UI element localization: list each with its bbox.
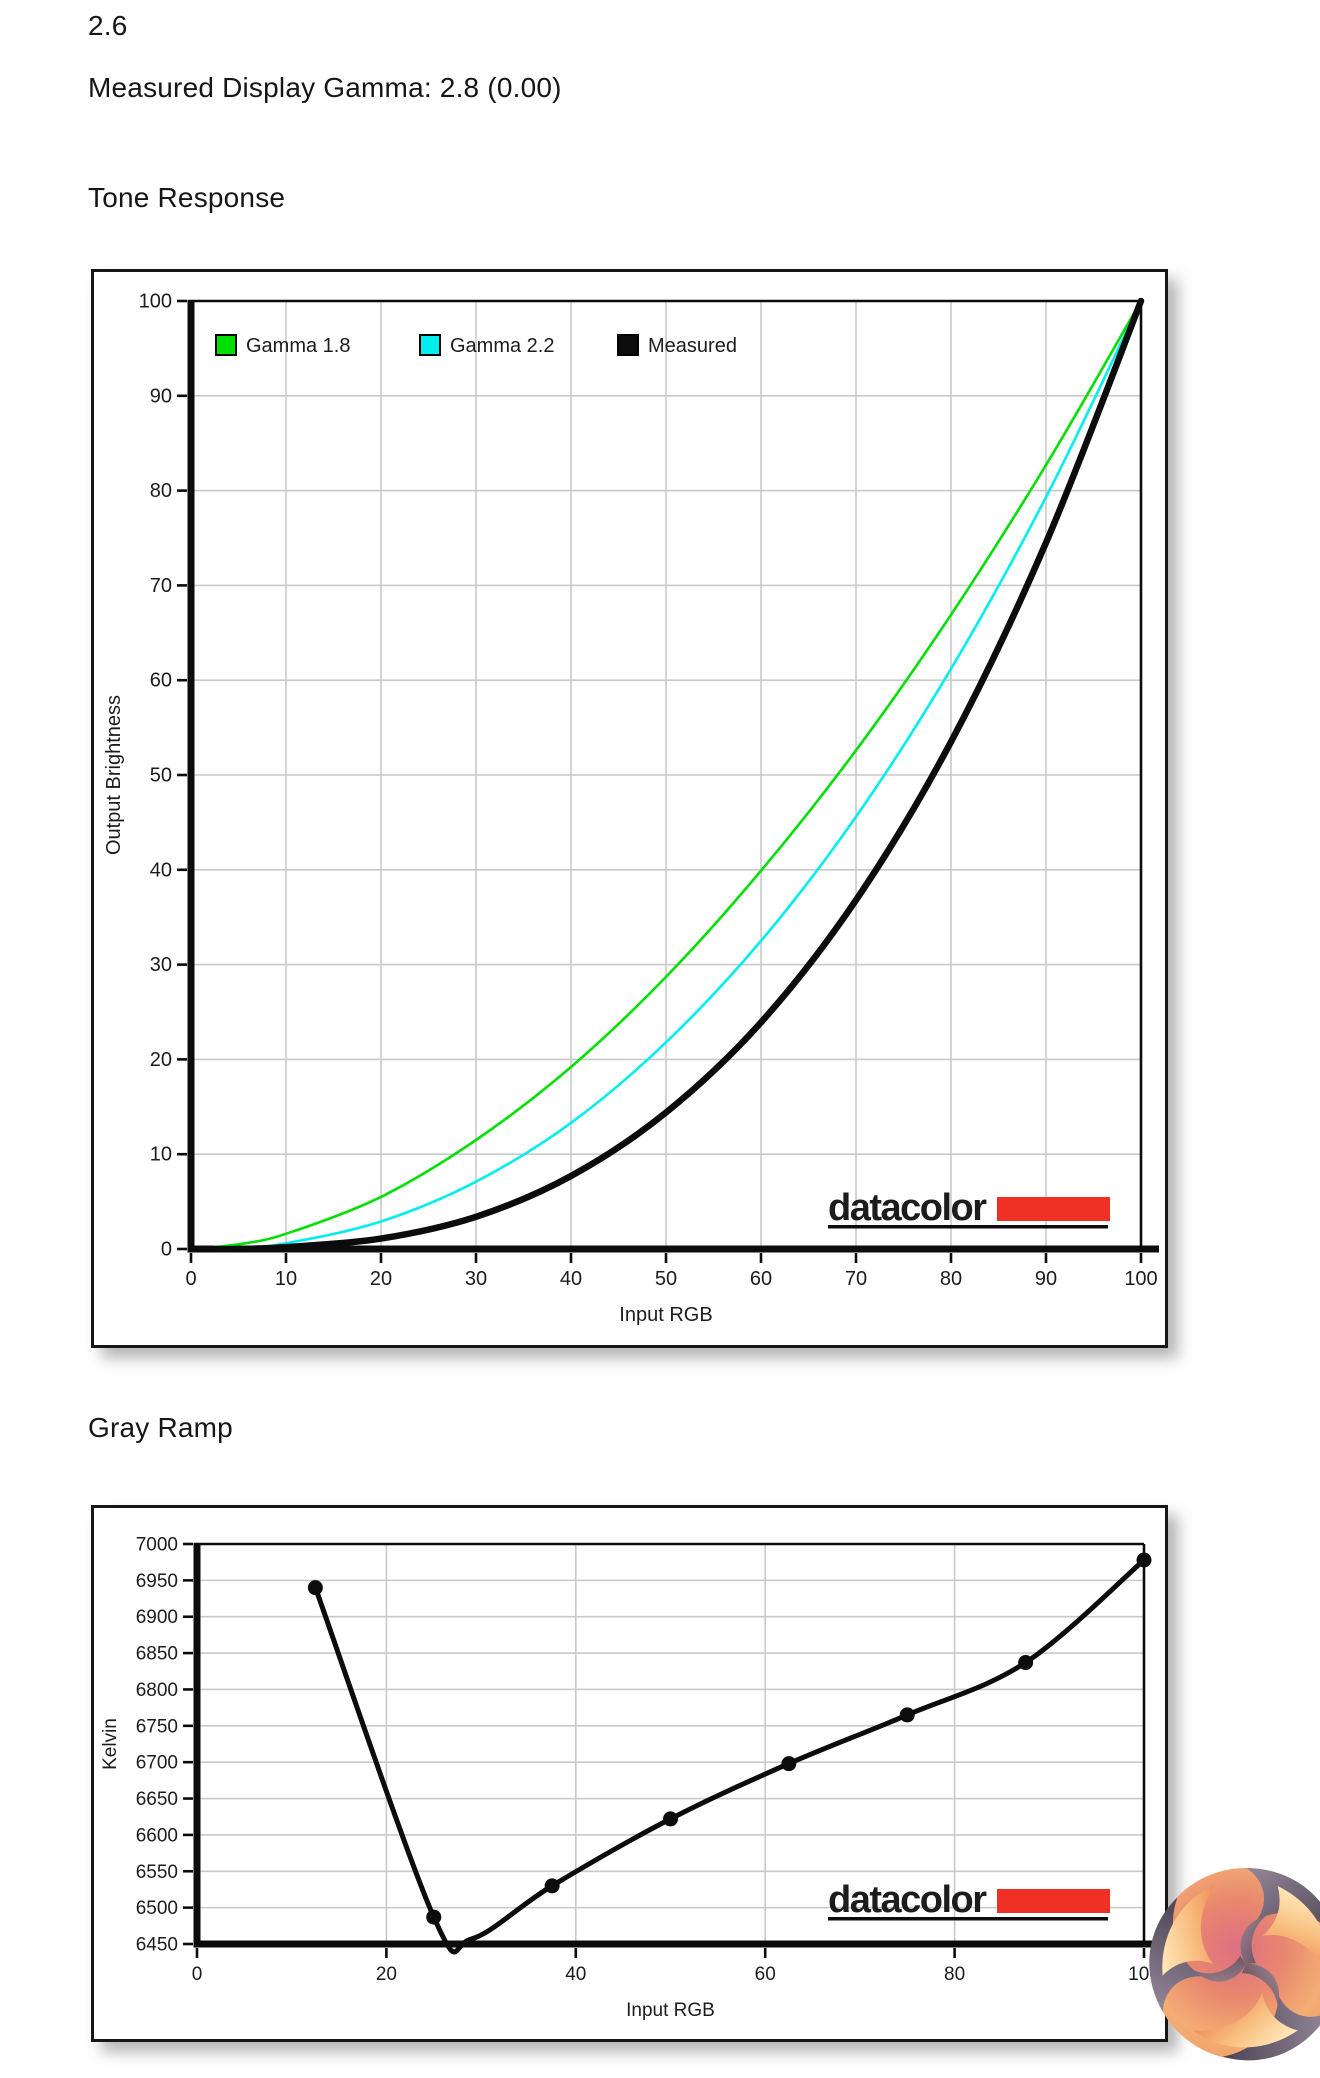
datacolor-logo: datacolor — [828, 1187, 1110, 1229]
data-point-marker — [899, 1707, 915, 1723]
legend-swatch-1 — [215, 334, 237, 356]
legend-swatch-3 — [617, 334, 639, 356]
y-tick-label: 6800 — [136, 1680, 178, 1701]
datacolor-logo-red-bar — [997, 1197, 1110, 1221]
tone-response-chart: 0 10 20 30 40 50 60 70 80 90 100 0 10 20 30 40 50 60 70 80 9… — [91, 269, 1168, 1348]
y-tick-label: 7000 — [136, 1535, 178, 1556]
x-tick-label: 70 — [845, 1268, 867, 1290]
y-tick-label: 50 — [150, 765, 172, 787]
x-tick-label: 40 — [560, 1268, 582, 1290]
x-tick-label: 80 — [944, 1964, 965, 1985]
kitguru-logo-light-swirls — [1162, 1884, 1320, 2048]
y-tick-label: 6500 — [136, 1898, 178, 1919]
axis-ticks — [177, 299, 1143, 1263]
x-tick-label: 60 — [755, 1964, 776, 1985]
x-tick-label: 10 — [275, 1268, 297, 1290]
y-tick-label: 6900 — [136, 1607, 178, 1628]
y-tick-label: 90 — [150, 385, 172, 407]
y-tick-label: 60 — [150, 670, 172, 692]
series-line-measured — [187, 297, 1145, 1253]
gridlines — [191, 301, 1141, 1249]
tone-response-plot: 0 10 20 30 40 50 60 70 80 90 100 0 10 20 30 40 50 60 70 80 9… — [103, 291, 1159, 1326]
datacolor-logo-underline — [828, 1225, 1108, 1229]
datacolor-logo-text: datacolor — [828, 1187, 987, 1229]
data-point-marker — [663, 1811, 678, 1827]
x-tick-label: 100 — [1124, 1268, 1157, 1290]
legend: Gamma 1.8 Gamma 2.2 Measured — [215, 334, 737, 357]
data-point-marker — [781, 1756, 797, 1772]
x-tick-label: 0 — [185, 1268, 196, 1290]
y-tick-label: 6450 — [136, 1935, 178, 1956]
x-tick-label: 80 — [940, 1268, 962, 1290]
page-value-2-6: 2.6 — [88, 10, 128, 41]
data-point-marker — [426, 1909, 442, 1925]
data-point-marker — [1136, 1552, 1152, 1568]
x-tick-label: 60 — [750, 1268, 772, 1290]
y-tick-label: 70 — [150, 575, 172, 597]
x-tick-label: 90 — [1035, 1268, 1057, 1290]
datacolor-logo-underline — [828, 1917, 1108, 1921]
axis-ticks — [183, 1542, 1146, 1958]
x-tick-label: 30 — [465, 1268, 487, 1290]
series-line-gamma-2-2 — [189, 299, 1143, 1251]
x-tick-label: 20 — [376, 1964, 397, 1985]
gridlines — [197, 1544, 1144, 1944]
y-tick-label: 6750 — [136, 1716, 178, 1737]
y-tick-label: 6550 — [136, 1862, 178, 1883]
x-axis-title: Input RGB — [619, 1304, 712, 1326]
legend-label-3: Measured — [648, 335, 737, 357]
y-tick-label: 100 — [139, 291, 172, 313]
datacolor-logo-text: datacolor — [828, 1879, 987, 1921]
kitguru-logo-center-hooks — [1194, 1916, 1279, 2006]
legend-label-2: Gamma 2.2 — [450, 335, 554, 357]
data-point-marker — [307, 1580, 323, 1596]
tone-response-heading: Tone Response — [88, 182, 286, 213]
y-tick-label: 20 — [150, 1049, 172, 1071]
y-tick-label: 6950 — [136, 1571, 178, 1592]
x-tick-label: 40 — [565, 1964, 586, 1985]
kitguru-swirl-logo — [1149, 1868, 1320, 2061]
legend-label-1: Gamma 1.8 — [246, 335, 350, 357]
datacolor-logo-red-bar — [997, 1889, 1110, 1913]
y-axis-title: Kelvin — [100, 1718, 121, 1770]
datacolor-logo: datacolor — [828, 1879, 1110, 1921]
gray-ramp-chart: 0 20 40 60 80 100 6450 6500 6550 6600 6650 6700 6750… — [91, 1505, 1168, 2042]
x-tick-label: 0 — [192, 1964, 203, 1985]
data-point-marker — [1018, 1655, 1034, 1671]
y-tick-label: 6600 — [136, 1825, 178, 1846]
y-tick-label: 80 — [150, 480, 172, 502]
x-tick-label: 20 — [370, 1268, 392, 1290]
legend-swatch-2 — [419, 334, 441, 356]
y-tick-label: 6700 — [136, 1753, 178, 1774]
gray-ramp-heading: Gray Ramp — [88, 1412, 233, 1443]
measured-gamma-line: Measured Display Gamma: 2.8 (0.00) — [88, 72, 562, 103]
y-tick-label: 0 — [161, 1239, 172, 1261]
gray-ramp-plot: 0 20 40 60 80 1006450650065506600665067006750… — [100, 1535, 1162, 2021]
y-tick-label: 40 — [150, 859, 172, 881]
x-axis-title: Input RGB — [626, 2000, 715, 2021]
y-axis-title: Output Brightness — [103, 695, 125, 855]
data-point-marker — [544, 1878, 560, 1894]
y-tick-label: 6650 — [136, 1789, 178, 1810]
y-tick-label: 10 — [150, 1144, 172, 1166]
x-tick-label: 50 — [655, 1268, 677, 1290]
series-line-gamma-1-8 — [189, 299, 1143, 1251]
y-tick-label: 6850 — [136, 1644, 178, 1665]
y-tick-label: 30 — [150, 954, 172, 976]
